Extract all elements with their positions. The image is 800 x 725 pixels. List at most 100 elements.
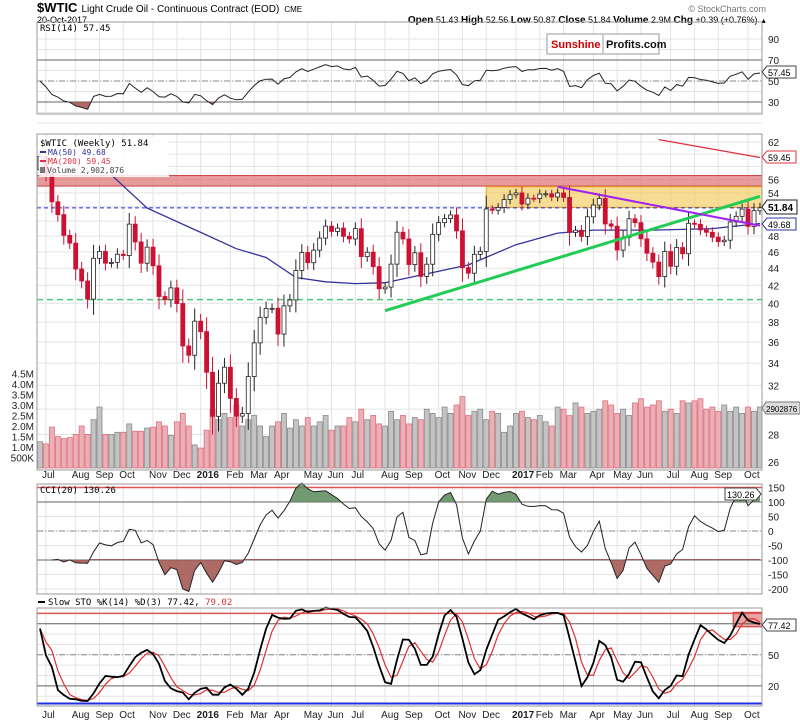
cci-tick: -200 <box>768 585 788 596</box>
sto-panel <box>37 606 763 705</box>
candle-body <box>210 371 215 417</box>
cci-line <box>51 482 761 593</box>
volume-bar <box>453 404 460 469</box>
chg-label: Chg <box>674 15 693 26</box>
month-label: Dec <box>173 710 191 721</box>
volume-bar <box>322 415 329 469</box>
volume-bar <box>370 415 377 469</box>
volume-bar <box>572 402 579 469</box>
candle-body <box>543 193 549 196</box>
volume-bar <box>757 406 762 469</box>
candle-body <box>460 230 465 269</box>
rsi-line <box>39 64 761 110</box>
month-label: Dec <box>482 470 500 481</box>
candle-body <box>281 305 287 335</box>
month-label: Jun <box>637 710 653 721</box>
volume-bar <box>530 419 537 469</box>
volume-tick: 2.0M <box>12 422 34 433</box>
volume-bar <box>37 441 43 469</box>
candle-body <box>198 320 204 332</box>
low-label: Low <box>511 15 531 26</box>
month-label: Oct <box>744 470 760 481</box>
candle-body <box>507 194 513 200</box>
rsi-oversold-fill <box>40 102 760 110</box>
volume-bar <box>685 402 692 469</box>
volume-bar <box>661 410 668 469</box>
ma200-legend: MA(200) 59.45 <box>48 157 111 166</box>
candle-body <box>132 223 138 243</box>
candle-body <box>335 227 340 232</box>
exchange: CME <box>284 5 302 14</box>
candle-body <box>67 235 73 244</box>
candle-body <box>424 263 430 277</box>
rsi-panel <box>37 59 762 110</box>
month-label: Aug <box>691 470 709 481</box>
volume-bar <box>304 417 311 469</box>
candle-body <box>555 192 561 198</box>
chg-value: +0.39 (+0.76%) <box>696 15 758 25</box>
volume-bar <box>90 419 97 469</box>
candle-body <box>602 198 608 225</box>
month-label: Oct <box>435 470 451 481</box>
up-arrow-icon: ▲ <box>760 18 767 25</box>
candle-body <box>406 238 412 265</box>
price-tick: 34 <box>768 359 780 370</box>
candle-body <box>55 201 61 215</box>
candle-body <box>239 413 245 417</box>
volume-bar <box>132 430 139 469</box>
candle-body <box>632 218 638 224</box>
volume-bar <box>519 410 525 469</box>
volume-bar <box>144 427 151 469</box>
candle-body <box>138 241 144 264</box>
low-value: 50.87 <box>533 15 556 25</box>
candle-body <box>251 342 257 377</box>
volume-bar <box>167 435 174 469</box>
candle-body <box>680 247 685 255</box>
volume-bar <box>352 421 359 469</box>
month-label: Jun <box>328 470 344 481</box>
volume-bar <box>709 406 716 469</box>
candle-body <box>73 242 79 270</box>
candle-body <box>192 320 198 356</box>
volume-bar <box>566 415 573 469</box>
candle-body <box>448 214 453 219</box>
volume-bar <box>239 425 246 469</box>
candle-body <box>400 231 406 240</box>
month-label: Jul <box>351 710 364 721</box>
sto-value-tag: 77.42 <box>761 618 797 632</box>
candle-body <box>162 296 168 301</box>
candle-body <box>715 236 721 243</box>
candle-body <box>757 207 762 212</box>
volume-value-tag: 2902876 <box>761 401 800 415</box>
volume-bar <box>328 429 335 469</box>
volume-bar <box>733 406 740 469</box>
candle-body <box>477 250 483 255</box>
volume-bar <box>739 412 745 469</box>
volume-bar <box>120 431 127 469</box>
volume-bar <box>197 447 204 469</box>
volume-bar <box>102 433 109 469</box>
month-label: Nov <box>149 470 167 481</box>
sunshine-profits-logo: Sunshine Profits.com <box>546 33 667 55</box>
ma200-value-text: 59.45 <box>768 153 791 163</box>
volume-label: Volume <box>613 15 649 26</box>
sto-tick: 20 <box>768 682 780 693</box>
volume-bar <box>185 425 192 469</box>
candle-body <box>204 331 210 373</box>
month-label: 2017 <box>512 710 535 721</box>
volume-bar <box>423 408 430 469</box>
volume-bar <box>411 417 418 469</box>
candle-body <box>525 197 531 205</box>
month-label: Sep <box>714 710 732 721</box>
month-label: Nov <box>149 710 167 721</box>
volume-bar <box>751 410 757 469</box>
candle-body <box>305 252 311 264</box>
month-label: 2017 <box>512 470 535 481</box>
volume-bar <box>340 425 347 469</box>
candle-body <box>358 228 364 257</box>
candle-body <box>180 303 186 347</box>
candle-body <box>650 252 656 263</box>
volume-bar <box>536 415 543 469</box>
month-label: Dec <box>173 470 191 481</box>
